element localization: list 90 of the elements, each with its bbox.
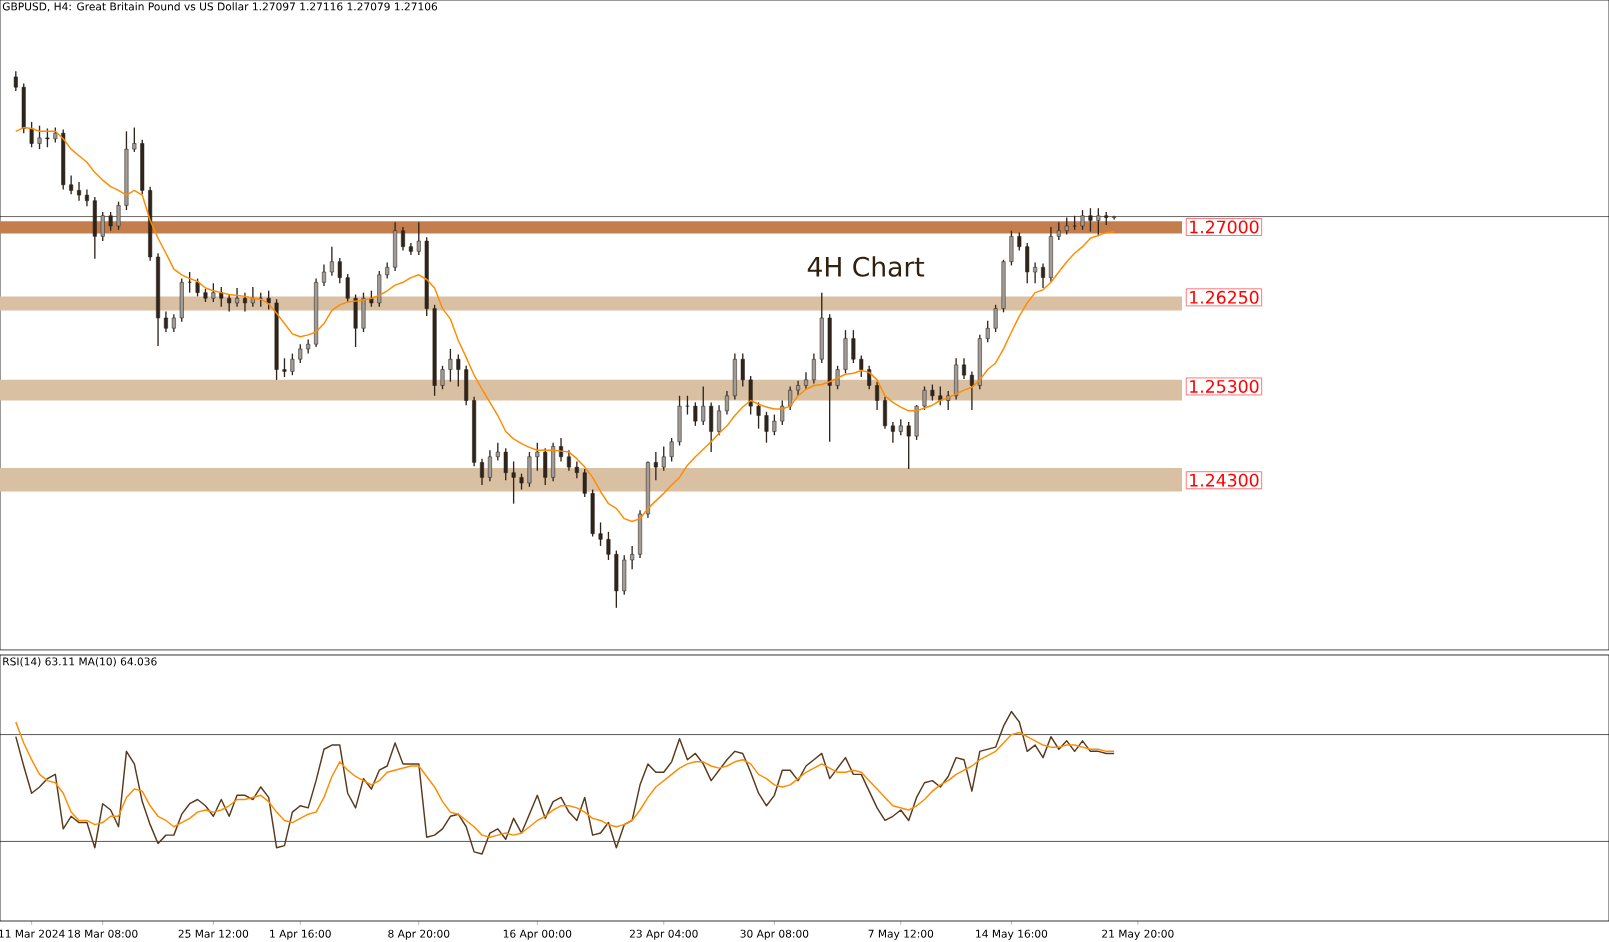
candlestick <box>1088 207 1093 233</box>
candlestick <box>456 353 461 388</box>
candlestick <box>242 291 247 313</box>
x-tick-label: 21 May 20:00 <box>1102 929 1174 940</box>
candlestick <box>859 354 864 378</box>
candlestick <box>487 449 492 482</box>
x-tick-label: 7 May 12:00 <box>868 929 934 940</box>
candlestick <box>985 320 990 344</box>
candlestick <box>163 310 168 333</box>
candlestick <box>77 181 82 202</box>
candlestick <box>329 246 334 277</box>
candlestick <box>1080 209 1085 231</box>
candlestick <box>717 404 722 436</box>
candlestick <box>685 395 690 416</box>
candlestick <box>764 411 769 444</box>
candlestick <box>661 445 666 472</box>
candlestick <box>84 188 89 208</box>
candlestick <box>100 211 105 242</box>
candlestick <box>219 286 224 308</box>
x-tick-label: 11 Mar 2024 <box>0 929 65 938</box>
candlestick <box>69 174 74 195</box>
candlestick <box>227 293 232 313</box>
candlestick <box>811 352 816 385</box>
candlestick <box>993 304 998 333</box>
x-tick-label: 30 Apr 08:00 <box>740 929 809 940</box>
chart-title: GBPUSD, H4: Great Britain Pound vs US Dollar 1.27097 1.27116 1.27079 1.27106 <box>2 2 438 12</box>
chart-title: RSI(14) 63.11 MA(10) 64.036 <box>3 657 157 667</box>
candlestick <box>906 421 911 470</box>
candlestick <box>345 273 350 303</box>
candlestick <box>235 287 240 308</box>
candlestick <box>867 365 872 390</box>
candlestick <box>480 457 485 486</box>
candlestick <box>606 531 611 561</box>
candlestick <box>132 126 137 153</box>
x-tick-label: 1 Apr 16:00 <box>270 929 331 940</box>
candlestick <box>37 125 42 150</box>
candlestick <box>875 381 880 411</box>
candlestick <box>45 127 50 148</box>
candlestick <box>282 357 287 378</box>
candlestick <box>653 451 658 481</box>
candlestick <box>669 437 674 463</box>
candlestick <box>298 343 303 364</box>
candlestick <box>266 290 271 311</box>
x-tick-label: 14 May 16:00 <box>976 929 1048 940</box>
candlestick <box>448 348 453 383</box>
candlestick <box>211 282 216 303</box>
candlestick <box>503 447 508 481</box>
candlestick <box>535 442 540 472</box>
y-tick-label: 1.24300 <box>1190 473 1259 487</box>
candlestick <box>780 399 785 426</box>
y-tick-label: 1.25300 <box>1190 379 1259 393</box>
x-tick-label: 25 Mar 12:00 <box>178 929 249 938</box>
candlestick <box>566 449 571 472</box>
candlestick <box>962 357 967 380</box>
candlestick <box>890 421 895 444</box>
candlestick <box>337 257 342 284</box>
candlestick <box>108 211 113 232</box>
candlestick <box>1096 207 1101 238</box>
candlestick <box>400 226 405 252</box>
candlestick <box>756 401 761 430</box>
x-tick-label: 18 Mar 08:00 <box>68 929 138 938</box>
candlestick <box>772 413 777 436</box>
candlestick <box>116 200 121 231</box>
candlestick <box>321 263 326 287</box>
y-tick-label: 1.27000 <box>1190 220 1259 234</box>
x-tick-label: 16 Apr 00:00 <box>503 929 572 940</box>
candlestick <box>724 390 729 416</box>
x-tick-label: 23 Apr 04:00 <box>629 929 698 940</box>
candlestick <box>598 521 603 547</box>
candlestick <box>290 352 295 376</box>
candlestick <box>938 385 943 406</box>
candlestick <box>693 401 698 427</box>
candlestick <box>29 121 34 148</box>
candlestick <box>250 286 255 308</box>
candlestick <box>740 352 745 388</box>
candlestick <box>1041 262 1046 289</box>
candlestick <box>582 468 587 498</box>
annotation: 4H Chart <box>807 256 925 277</box>
candlestick <box>511 460 516 505</box>
candlestick <box>969 370 974 411</box>
candlestick <box>630 545 635 570</box>
candlestick <box>851 329 856 364</box>
candlestick <box>440 365 445 390</box>
candlestick <box>922 385 927 411</box>
candlestick <box>13 70 18 92</box>
candlestick <box>416 221 421 256</box>
x-tick-label: 8 Apr 20:00 <box>388 929 450 940</box>
candlestick <box>701 385 706 426</box>
y-tick-label: 1.26250 <box>1190 290 1259 304</box>
candlestick <box>1033 261 1038 284</box>
